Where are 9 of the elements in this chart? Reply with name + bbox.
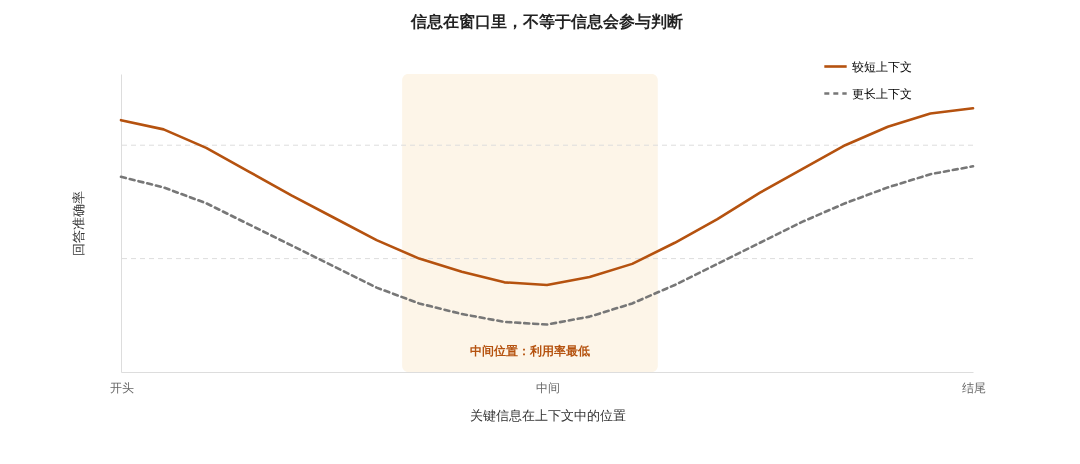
chart-title: 信息在窗口里，不等于信息会参与判断 <box>410 12 683 31</box>
x-tick-label: 中间 <box>535 380 560 395</box>
y-axis-title: 回答准确率 <box>70 191 86 256</box>
x-tick-label: 开头 <box>109 380 134 395</box>
x-axis-title: 关键信息在上下文中的位置 <box>469 407 626 423</box>
x-tick-label: 结尾 <box>961 380 986 395</box>
annotation: 中间位置：利用率最低 <box>469 344 590 358</box>
legend-label: 较短上下文 <box>852 59 912 74</box>
legend-label: 更长上下文 <box>852 86 912 101</box>
